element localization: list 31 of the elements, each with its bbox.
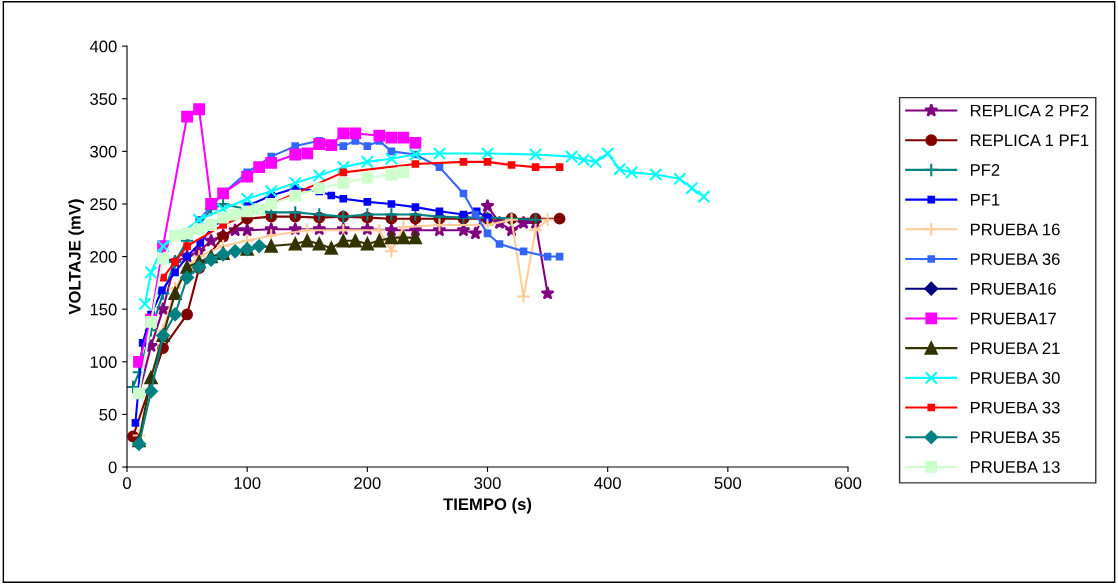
y-tick-label: 150: [90, 303, 117, 316]
legend-label: REPLICA 2 PF2: [970, 104, 1089, 117]
legend-label: PRUEBA16: [970, 282, 1056, 295]
x-axis-title: TIEMPO (s): [443, 497, 532, 514]
y-tick-label: 350: [90, 93, 117, 105]
legend-label: PRUEBA17: [970, 312, 1056, 325]
x-tick-label: 100: [234, 477, 261, 489]
x-tick-label: 600: [834, 477, 862, 489]
x-tick-label: 0: [123, 477, 131, 489]
legend-label: PRUEBA 36: [970, 253, 1060, 266]
legend-label: PRUEBA 21: [970, 342, 1060, 355]
x-tick-label: 200: [354, 477, 381, 489]
legend-label: PRUEBA 13: [970, 461, 1060, 473]
legend-label: PF2: [970, 164, 1000, 176]
legend-label: PRUEBA 35: [970, 431, 1060, 444]
legend-label: PRUEBA 30: [970, 372, 1060, 384]
legend-label: PRUEBA 33: [970, 401, 1060, 414]
x-tick-label: 300: [474, 477, 501, 489]
y-tick-label: 250: [90, 198, 117, 211]
legend-label: PF1: [970, 193, 1000, 206]
y-tick-label: 400: [89, 40, 117, 53]
y-tick-label: 50: [99, 408, 117, 421]
x-tick-label: 500: [714, 477, 742, 489]
y-tick-label: 200: [90, 250, 117, 263]
legend-label: REPLICA 1 PF1: [970, 134, 1089, 147]
y-tick-label: 0: [108, 461, 117, 474]
y-tick-label: 300: [90, 145, 117, 158]
y-axis-title: VOLTAJE (mV): [68, 199, 84, 315]
legend-label: PRUEBA 16: [970, 223, 1060, 236]
x-tick-label: 400: [594, 477, 621, 489]
y-tick-label: 100: [90, 356, 117, 369]
